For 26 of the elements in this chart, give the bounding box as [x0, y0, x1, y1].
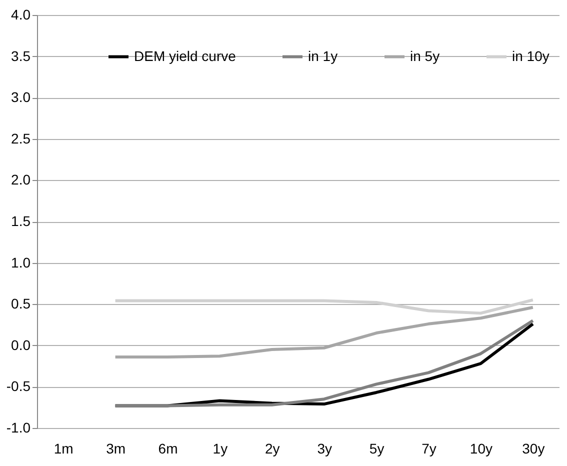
- x-tick-label: 5y: [369, 440, 384, 456]
- y-tick-label: 1.5: [11, 213, 31, 229]
- y-tick-label: -0.5: [6, 378, 31, 394]
- y-tick-label: 4.0: [11, 6, 31, 22]
- y-tick-label: 2.5: [11, 130, 31, 146]
- x-tick-label: 30y: [522, 440, 545, 456]
- legend-label: DEM yield curve: [134, 48, 236, 64]
- line-series: [114, 298, 534, 315]
- legend-label: in 10y: [512, 48, 550, 64]
- y-tick-label: 0.5: [11, 296, 31, 312]
- y-tick-label: 0.0: [11, 336, 31, 353]
- x-tick-label: 1y: [212, 440, 228, 456]
- legend-label: in 5y: [410, 48, 440, 64]
- x-tick-label: 3y: [317, 440, 332, 456]
- y-tick-label: -1.0: [6, 420, 31, 436]
- x-tick-label: 2y: [265, 440, 280, 456]
- legend-label: in 1y: [308, 48, 338, 64]
- x-tick-label: 7y: [422, 440, 436, 456]
- y-tick-label: 2.0: [11, 172, 31, 188]
- x-tick-label: 6m: [158, 440, 178, 456]
- y-tick-label: 3.0: [11, 89, 31, 106]
- x-tick-label: 1m: [54, 440, 74, 456]
- y-tick-label: 1.0: [11, 254, 31, 270]
- x-tick-label: 3m: [106, 440, 126, 456]
- x-tick-label: 10y: [470, 440, 492, 456]
- y-tick-label: 3.5: [11, 48, 31, 64]
